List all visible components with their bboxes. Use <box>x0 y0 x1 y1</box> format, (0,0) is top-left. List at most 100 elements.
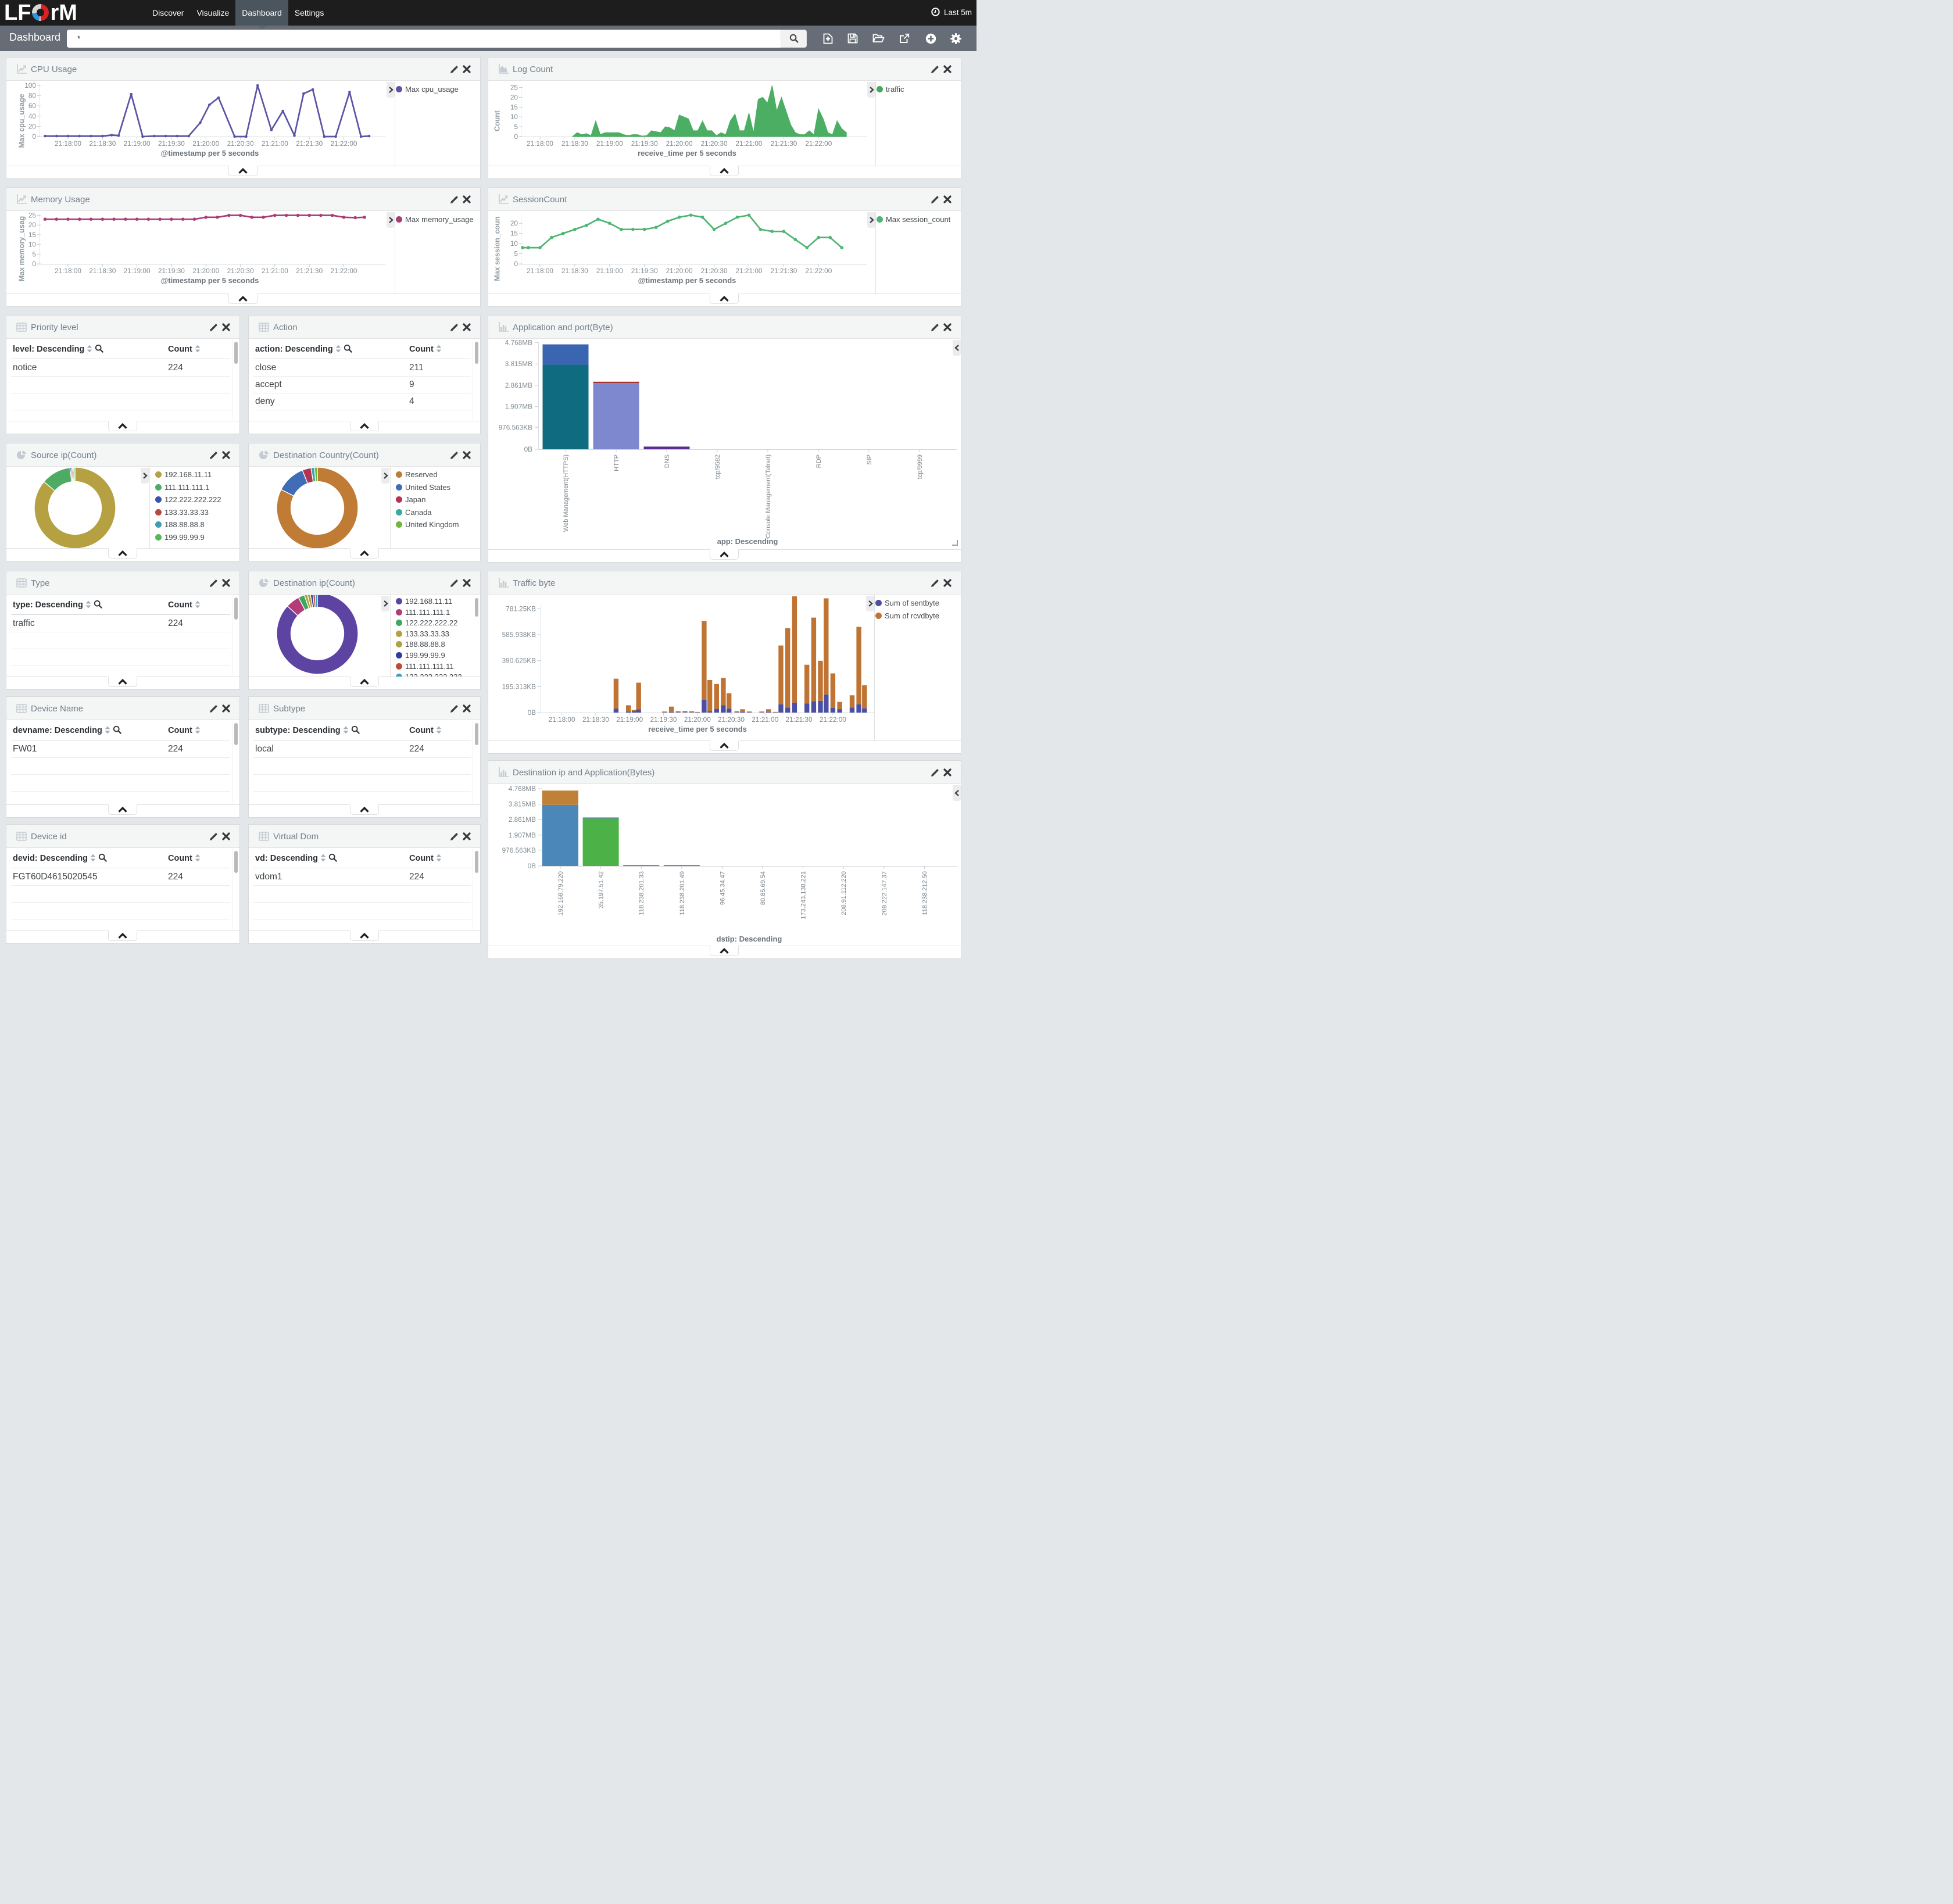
svg-text:585.938KB: 585.938KB <box>502 631 536 639</box>
svg-text:21:21:00: 21:21:00 <box>752 715 778 724</box>
svg-text:2.861MB: 2.861MB <box>505 381 532 389</box>
svg-text:195.313KB: 195.313KB <box>502 682 536 690</box>
svg-text:21:22:00: 21:22:00 <box>805 267 832 275</box>
svg-text:SIP: SIP <box>866 454 873 465</box>
svg-text:5: 5 <box>514 123 518 131</box>
svg-text:21:19:00: 21:19:00 <box>124 267 151 275</box>
svg-text:21:21:00: 21:21:00 <box>262 267 288 275</box>
svg-text:tcp/9582: tcp/9582 <box>714 454 721 479</box>
svg-text:118.238.201.49: 118.238.201.49 <box>679 871 686 915</box>
svg-text:21:22:00: 21:22:00 <box>331 267 357 275</box>
svg-text:80: 80 <box>28 92 37 100</box>
svg-text:21:20:30: 21:20:30 <box>701 139 728 148</box>
svg-text:0B: 0B <box>528 862 536 870</box>
svg-text:RDP: RDP <box>815 454 822 468</box>
svg-text:21:18:00: 21:18:00 <box>549 715 575 724</box>
svg-text:0B: 0B <box>528 708 536 717</box>
svg-text:20: 20 <box>28 221 37 229</box>
svg-text:app: Descending: app: Descending <box>717 537 778 546</box>
svg-text:60: 60 <box>28 102 37 110</box>
svg-text:976.563KB: 976.563KB <box>499 423 533 431</box>
svg-text:21:18:30: 21:18:30 <box>89 139 116 148</box>
svg-text:21:19:30: 21:19:30 <box>631 139 658 148</box>
svg-text:0: 0 <box>514 260 518 268</box>
svg-text:21:20:00: 21:20:00 <box>684 715 711 724</box>
svg-text:10: 10 <box>28 241 37 249</box>
svg-text:21:20:00: 21:20:00 <box>666 139 693 148</box>
svg-text:21:22:00: 21:22:00 <box>805 139 832 148</box>
svg-text:@timestamp per 5 seconds: @timestamp per 5 seconds <box>161 149 259 158</box>
svg-text:21:19:30: 21:19:30 <box>650 715 677 724</box>
svg-text:dstip: Descending: dstip: Descending <box>717 935 782 943</box>
svg-text:21:18:00: 21:18:00 <box>527 267 553 275</box>
svg-text:21:22:00: 21:22:00 <box>331 139 357 148</box>
svg-text:Count: Count <box>493 110 502 131</box>
svg-text:Console Management(Telnet): Console Management(Telnet) <box>765 454 772 538</box>
svg-text:21:19:30: 21:19:30 <box>158 139 185 148</box>
svg-text:21:18:30: 21:18:30 <box>582 715 609 724</box>
svg-text:21:21:30: 21:21:30 <box>296 267 323 275</box>
svg-text:21:21:30: 21:21:30 <box>296 139 323 148</box>
svg-text:15: 15 <box>510 103 518 111</box>
svg-text:21:18:30: 21:18:30 <box>561 267 588 275</box>
svg-text:21:21:00: 21:21:00 <box>262 139 288 148</box>
svg-text:4.768MB: 4.768MB <box>509 785 536 793</box>
svg-text:0: 0 <box>32 133 36 141</box>
svg-text:Max memory_usag: Max memory_usag <box>18 216 26 282</box>
svg-text:208.91.112.220: 208.91.112.220 <box>840 871 847 915</box>
svg-text:118.238.201.33: 118.238.201.33 <box>638 871 645 915</box>
svg-text:3.815MB: 3.815MB <box>505 360 532 368</box>
svg-text:21:20:00: 21:20:00 <box>192 267 219 275</box>
svg-text:209.222.147.37: 209.222.147.37 <box>881 871 888 915</box>
svg-text:tcp/9999: tcp/9999 <box>917 454 924 479</box>
svg-text:Web Management(HTTPS): Web Management(HTTPS) <box>563 454 570 532</box>
svg-text:21:18:00: 21:18:00 <box>527 139 553 148</box>
svg-text:173.243.138.221: 173.243.138.221 <box>800 871 807 919</box>
svg-text:21:18:00: 21:18:00 <box>55 267 81 275</box>
svg-text:21:19:00: 21:19:00 <box>124 139 151 148</box>
svg-text:20: 20 <box>510 219 518 227</box>
svg-text:1.907MB: 1.907MB <box>505 403 532 411</box>
svg-text:15: 15 <box>28 231 37 239</box>
svg-text:21:18:00: 21:18:00 <box>55 139 81 148</box>
svg-text:21:20:30: 21:20:30 <box>718 715 745 724</box>
svg-text:21:20:30: 21:20:30 <box>701 267 728 275</box>
svg-text:80.85.69.54: 80.85.69.54 <box>760 871 767 905</box>
svg-text:15: 15 <box>510 230 518 238</box>
svg-text:21:18:30: 21:18:30 <box>89 267 116 275</box>
svg-text:21:21:30: 21:21:30 <box>770 139 797 148</box>
svg-text:1.907MB: 1.907MB <box>509 831 536 839</box>
svg-text:5: 5 <box>32 250 36 258</box>
svg-text:0: 0 <box>514 133 518 141</box>
svg-text:Max session_coun: Max session_coun <box>493 216 502 281</box>
svg-text:21:19:00: 21:19:00 <box>616 715 643 724</box>
svg-text:HTTP: HTTP <box>613 454 620 471</box>
svg-text:21:20:00: 21:20:00 <box>192 139 219 148</box>
svg-text:390.625KB: 390.625KB <box>502 657 536 665</box>
svg-text:20: 20 <box>510 93 518 101</box>
svg-text:4.768MB: 4.768MB <box>505 339 532 347</box>
svg-text:10: 10 <box>510 113 518 121</box>
svg-text:118.238.212.50: 118.238.212.50 <box>921 871 928 915</box>
svg-text:40: 40 <box>28 112 37 120</box>
svg-text:21:20:30: 21:20:30 <box>227 139 254 148</box>
svg-text:0B: 0B <box>524 445 533 453</box>
svg-text:10: 10 <box>510 239 518 248</box>
svg-text:35.197.51.42: 35.197.51.42 <box>598 871 605 908</box>
svg-text:21:19:00: 21:19:00 <box>596 267 623 275</box>
svg-text:976.563KB: 976.563KB <box>502 846 536 854</box>
svg-text:21:19:30: 21:19:30 <box>158 267 185 275</box>
svg-text:21:20:30: 21:20:30 <box>227 267 254 275</box>
svg-text:25: 25 <box>28 212 37 220</box>
svg-text:receive_time per 5 seconds: receive_time per 5 seconds <box>648 725 747 733</box>
svg-text:21:21:30: 21:21:30 <box>786 715 813 724</box>
svg-text:DNS: DNS <box>664 454 671 468</box>
svg-text:5: 5 <box>514 250 518 258</box>
svg-text:receive_time per 5 seconds: receive_time per 5 seconds <box>638 149 736 158</box>
svg-text:20: 20 <box>28 122 37 130</box>
svg-text:21:19:30: 21:19:30 <box>631 267 658 275</box>
svg-text:21:19:00: 21:19:00 <box>596 139 623 148</box>
svg-text:21:18:30: 21:18:30 <box>561 139 588 148</box>
svg-text:100: 100 <box>24 81 36 90</box>
svg-text:3.815MB: 3.815MB <box>509 800 536 808</box>
